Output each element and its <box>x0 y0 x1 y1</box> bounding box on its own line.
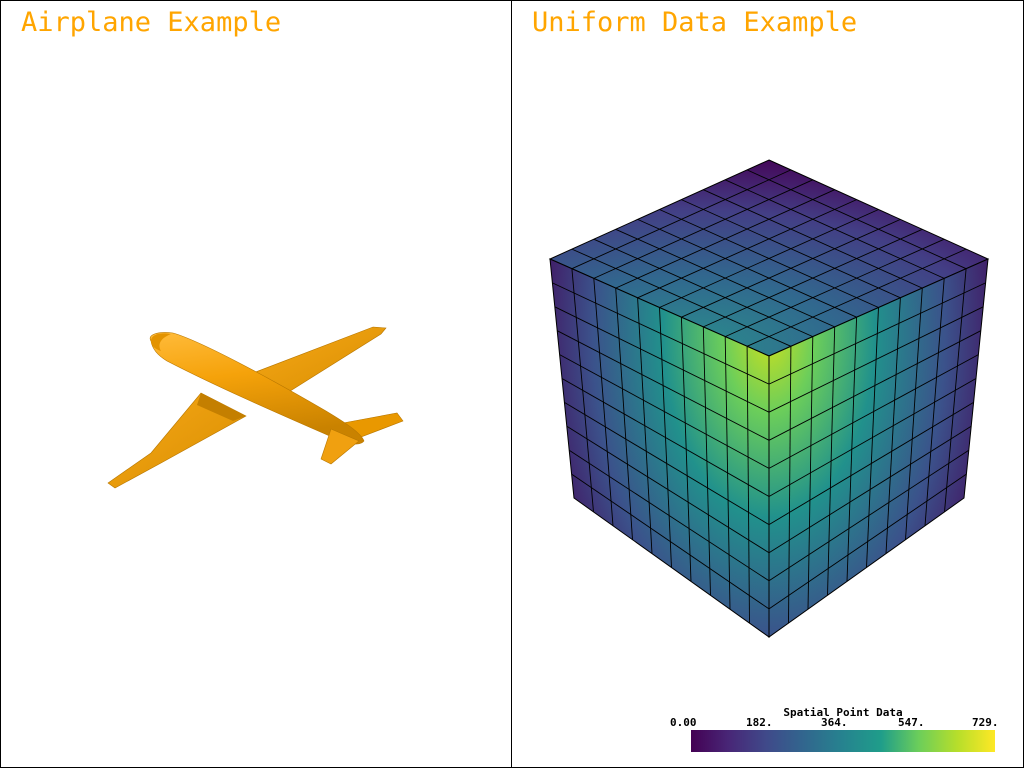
cube-left-gridline <box>561 378 770 497</box>
cube-top-gridline <box>746 248 967 347</box>
cube-right-gridline <box>768 378 977 497</box>
cube-left-gridline <box>571 473 770 610</box>
colorbar-tick-3: 547. <box>898 716 925 729</box>
colorbar-tick-4: 729. <box>972 716 999 729</box>
uniform-cube <box>548 159 990 638</box>
cube-left-gridline <box>568 449 770 582</box>
airplane-fuselage <box>149 332 365 445</box>
cube-right-gridline <box>768 473 967 610</box>
cube-right-gridline <box>768 402 974 525</box>
cube-top-gridline <box>725 238 945 338</box>
cube-left-gridline <box>746 346 750 624</box>
right-viewport[interactable]: Uniform Data Example <box>511 0 1024 768</box>
airplane-model <box>107 326 404 489</box>
cube-top-gridline <box>746 169 967 270</box>
cube-right-gridline <box>768 449 970 582</box>
cube-right-face <box>768 258 989 638</box>
cube-right-gridline <box>885 297 901 554</box>
colorbar-labels: 0.00 182. 364. 547. 729. <box>670 716 1010 730</box>
colorbar-tick-2: 364. <box>821 716 848 729</box>
viewport-title-uniform: Uniform Data Example <box>532 7 858 38</box>
left-viewport[interactable]: Airplane Example <box>0 0 512 768</box>
cube-right-gridline <box>905 288 923 540</box>
airplane-tail <box>320 428 360 465</box>
cube-right-gridline <box>924 278 945 526</box>
colorbar-gradient <box>691 730 995 752</box>
colorbar: Spatial Point Data 0.00 182. 364. 547. 7… <box>670 706 999 756</box>
viewport-title-airplane: Airplane Example <box>21 7 282 38</box>
cube-top-gridline <box>681 218 901 318</box>
cube-top-gridline <box>703 189 923 289</box>
cube-left-gridline <box>566 425 770 554</box>
cube-left-gridline <box>702 326 711 596</box>
cube-left-gridline <box>680 317 692 582</box>
colorbar-tick-0: 0.00 <box>670 716 697 729</box>
uniform-cube-scene[interactable] <box>512 1 1024 768</box>
cube-left-gridline <box>724 336 731 610</box>
cube-right-gridline <box>944 268 967 512</box>
cube-left-gridline <box>564 402 770 525</box>
airplane-scene[interactable] <box>1 1 512 768</box>
cube-top-gridline <box>681 199 901 299</box>
cube-top-gridline <box>659 209 879 308</box>
cube-top-gridline <box>703 228 923 328</box>
airplane-cockpit <box>151 333 171 351</box>
colorbar-tick-1: 182. <box>746 716 773 729</box>
cube-top-gridline <box>725 179 945 279</box>
colorbar-title: Spatial Point Data <box>783 706 903 719</box>
cube-right-gridline <box>768 425 972 554</box>
